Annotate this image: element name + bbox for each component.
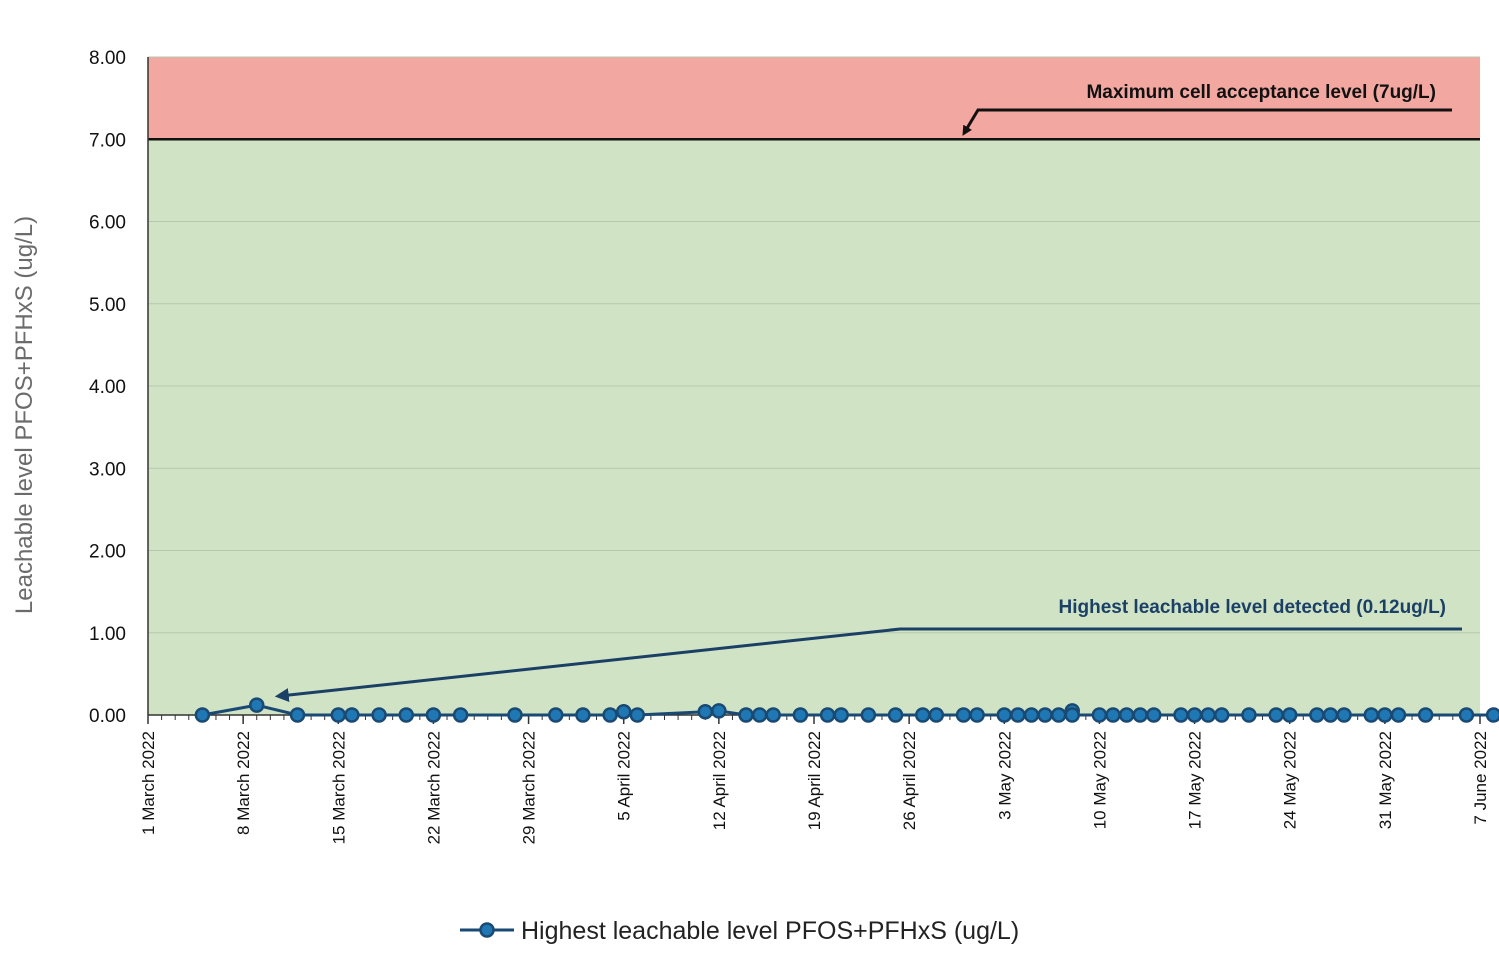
data-point xyxy=(602,707,618,723)
data-point xyxy=(1118,707,1135,723)
highest-level-annotation-label: Highest leachable level detected (0.12ug… xyxy=(1058,597,1446,618)
data-point xyxy=(833,707,849,723)
data-point xyxy=(1186,707,1203,723)
data-point xyxy=(1281,707,1298,723)
data-point xyxy=(507,707,523,723)
data-point xyxy=(765,707,781,723)
data-point xyxy=(1268,707,1284,723)
x-tick-labels: 1 March 2022 8 March 2022 15 March 2022 22 … xyxy=(139,731,1490,844)
data-point xyxy=(792,707,809,723)
data-point xyxy=(1200,707,1216,723)
data-point xyxy=(344,707,360,723)
x-tick-label: 29 March 2022 xyxy=(520,731,539,844)
exceedance-zone xyxy=(148,57,1480,140)
data-point xyxy=(371,707,387,723)
data-point xyxy=(1309,707,1325,723)
data-point xyxy=(955,707,972,723)
data-point xyxy=(330,707,347,723)
legend: Highest leachable level PFOS+PFHxS (ug/L… xyxy=(460,917,1019,945)
data-point xyxy=(819,707,836,723)
x-tick-label: 31 May 2022 xyxy=(1376,731,1395,829)
y-tick-label: 7.00 xyxy=(89,130,126,151)
y-tick-label: 4.00 xyxy=(89,377,126,398)
data-point xyxy=(1132,707,1148,723)
data-point xyxy=(194,707,211,723)
data-point xyxy=(248,697,265,713)
y-tick-label: 2.00 xyxy=(89,542,126,563)
data-point xyxy=(1390,707,1407,723)
y-tick-label: 0.00 xyxy=(89,706,126,727)
data-point xyxy=(289,707,306,723)
data-point xyxy=(1377,707,1393,723)
x-tick-label: 3 May 2022 xyxy=(995,731,1014,820)
chart-annotations: Maximum cell acceptance level (7ug/L) Hig… xyxy=(274,82,1462,703)
data-point xyxy=(996,707,1013,723)
data-point xyxy=(1417,707,1434,723)
data-point xyxy=(928,707,945,723)
x-tick-label: 19 April 2022 xyxy=(805,731,824,830)
x-tick-label: 10 May 2022 xyxy=(1090,731,1109,829)
x-tick-label: 12 April 2022 xyxy=(710,731,729,830)
data-point xyxy=(969,707,985,723)
data-point xyxy=(1485,707,1499,723)
x-tick-label: 15 March 2022 xyxy=(329,731,348,844)
x-tick-label: 8 March 2022 xyxy=(234,731,253,835)
threshold-annotation-arrow xyxy=(962,108,1452,136)
x-tick-label: 1 March 2022 xyxy=(139,731,158,835)
data-point xyxy=(1173,707,1189,723)
data-point xyxy=(1023,707,1040,723)
y-tick-label: 8.00 xyxy=(89,48,126,69)
data-series xyxy=(194,697,1499,723)
y-tick-label: 5.00 xyxy=(89,295,126,316)
y-tick-labels: 0.00 1.00 2.00 3.00 4.00 5.00 6.00 7.00 8.00 xyxy=(89,48,126,727)
data-point xyxy=(711,703,727,719)
data-point xyxy=(1064,707,1080,723)
legend-marker xyxy=(479,922,495,938)
data-point xyxy=(398,707,414,723)
chart-gridlines xyxy=(148,56,1480,716)
highest-level-annotation-arrow xyxy=(274,627,1462,703)
data-point xyxy=(548,707,564,723)
data-point xyxy=(1241,707,1257,723)
data-point xyxy=(1037,707,1053,723)
x-tick-label: 7 June 2022 xyxy=(1471,731,1490,825)
x-tick-label: 24 May 2022 xyxy=(1281,731,1300,829)
threshold-annotation-label: Maximum cell acceptance level (7ug/L) xyxy=(1086,82,1436,103)
y-tick-label: 1.00 xyxy=(89,624,126,645)
x-tick-label: 22 March 2022 xyxy=(424,731,443,844)
x-tick-label: 26 April 2022 xyxy=(900,731,919,830)
data-point xyxy=(751,707,768,723)
y-tick-label: 6.00 xyxy=(89,213,126,234)
data-point xyxy=(697,703,714,720)
data-point xyxy=(1214,707,1230,723)
data-point xyxy=(860,707,877,723)
data-point xyxy=(1363,707,1380,723)
data-point xyxy=(425,707,442,723)
data-point xyxy=(1336,707,1352,723)
data-point xyxy=(615,703,632,720)
data-point xyxy=(629,707,646,723)
data-point xyxy=(1050,707,1067,723)
chart-zones xyxy=(148,57,1480,715)
data-point xyxy=(887,707,904,723)
data-point xyxy=(1458,707,1475,723)
data-point xyxy=(1105,707,1121,723)
x-tick-label: 17 May 2022 xyxy=(1186,731,1205,829)
acceptable-zone xyxy=(148,139,1480,715)
y-tick-label: 3.00 xyxy=(89,459,126,480)
data-point xyxy=(1010,707,1026,723)
data-point xyxy=(1146,707,1162,723)
data-point xyxy=(1091,707,1108,723)
data-point xyxy=(452,707,469,723)
data-point xyxy=(575,707,591,723)
y-axis-label: Leachable level PFOS+PFHxS (ug/L) xyxy=(11,216,38,614)
legend-label: Highest leachable level PFOS+PFHxS (ug/L… xyxy=(521,917,1019,945)
data-point xyxy=(1322,707,1339,723)
data-point xyxy=(738,707,754,723)
data-point xyxy=(914,707,931,723)
x-tick-label: 5 April 2022 xyxy=(615,731,634,821)
